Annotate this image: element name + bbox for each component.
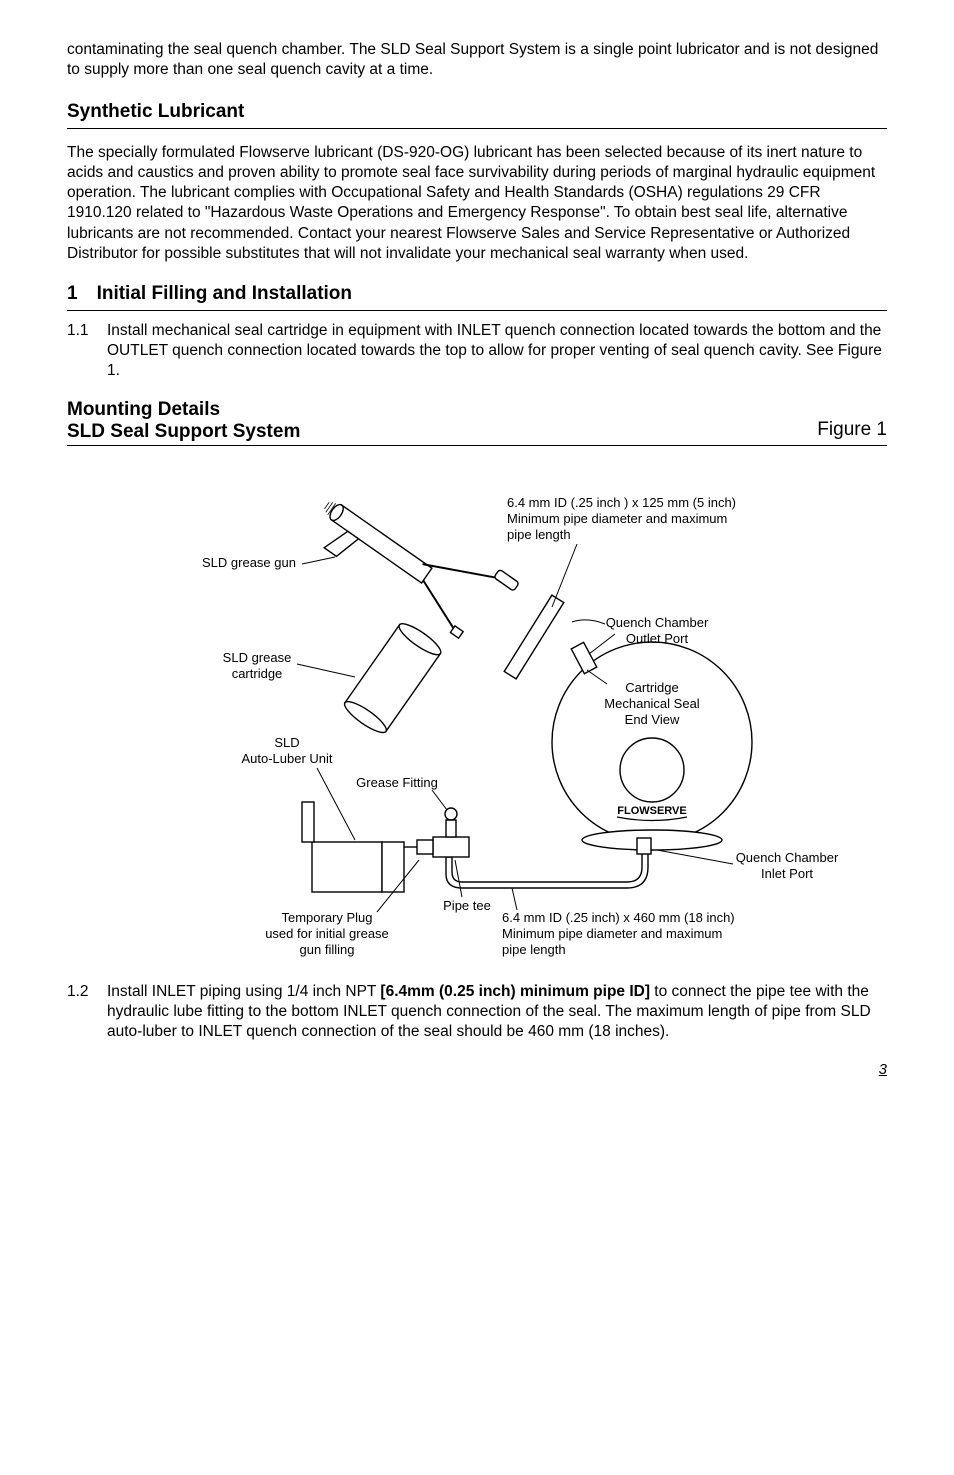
synthetic-lubricant-body: The specially formulated Flowserve lubri… (67, 143, 887, 264)
item-number: 1.2 (67, 982, 107, 1042)
synthetic-lubricant-heading: Synthetic Lubricant (67, 100, 887, 129)
flowserve-logo: FLOWSERVE (617, 805, 686, 817)
label-cart-seal-l3: End View (625, 712, 680, 727)
label-cart-seal-l2: Mechanical Seal (604, 696, 699, 711)
page-number: 3 (67, 1060, 887, 1080)
figure-label: Figure 1 (817, 418, 887, 443)
label-bot-pipe-l3: pipe length (502, 942, 566, 957)
label-bot-pipe-l1: 6.4 mm ID (.25 inch) x 460 mm (18 inch) (502, 910, 735, 925)
label-top-pipe-l3: pipe length (507, 527, 571, 542)
label-cart-seal-l1: Cartridge (625, 680, 678, 695)
item-text: Install mechanical seal cartridge in equ… (107, 321, 887, 381)
label-temp-plug-l1: Temporary Plug (281, 910, 372, 925)
list-item: 1.1 Install mechanical seal cartridge in… (67, 321, 887, 381)
label-temp-plug-l3: gun filling (300, 942, 355, 957)
label-outlet-l1: Quench Chamber (606, 615, 709, 630)
label-grease-fitting: Grease Fitting (356, 775, 438, 790)
label-top-pipe-l2: Minimum pipe diameter and maximum (507, 511, 727, 526)
label-inlet-l1: Quench Chamber (736, 850, 839, 865)
initial-filling-heading: 1 Initial Filling and Installation (67, 282, 887, 311)
figure-title-line1: Mounting Details (67, 399, 300, 421)
label-inlet-l2: Inlet Port (761, 866, 813, 881)
label-top-pipe-l1: 6.4 mm ID (.25 inch ) x 125 mm (5 inch) (507, 495, 736, 510)
label-pipe-tee: Pipe tee (443, 898, 491, 913)
figure-header: Mounting Details SLD Seal Support System… (67, 399, 887, 446)
intro-paragraph: contaminating the seal quench chamber. T… (67, 40, 887, 80)
label-grease-cartridge-l2: cartridge (232, 666, 283, 681)
label-auto-luber-l1: SLD (274, 735, 299, 750)
figure-title-line2: SLD Seal Support System (67, 421, 300, 443)
label-bot-pipe-l2: Minimum pipe diameter and maximum (502, 926, 722, 941)
item-text: Install INLET piping using 1/4 inch NPT … (107, 982, 887, 1042)
label-grease-cartridge-l1: SLD grease (223, 650, 292, 665)
label-outlet-l2: Outlet Port (626, 631, 689, 646)
label-auto-luber-l2: Auto-Luber Unit (241, 751, 332, 766)
figure-1-diagram: FLOWSERVE (67, 452, 887, 972)
label-temp-plug-l2: used for initial grease (265, 926, 389, 941)
label-grease-gun: SLD grease gun (202, 555, 296, 570)
list-item: 1.2 Install INLET piping using 1/4 inch … (67, 982, 887, 1042)
item-number: 1.1 (67, 321, 107, 381)
